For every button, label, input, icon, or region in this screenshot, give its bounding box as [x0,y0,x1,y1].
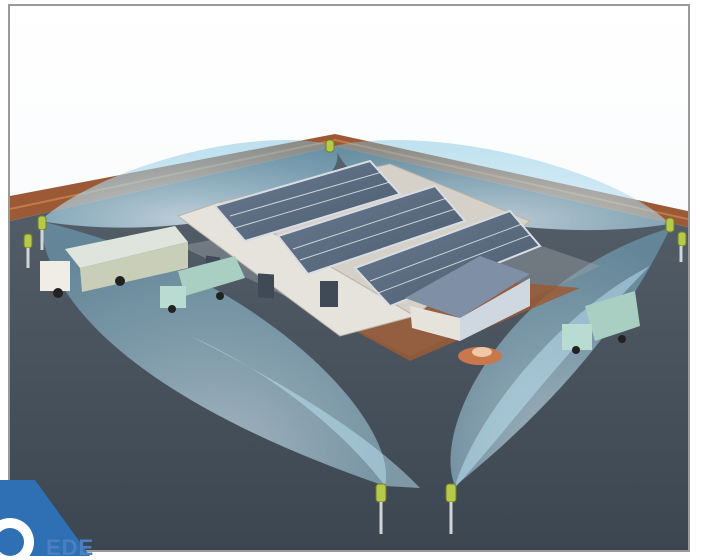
coverage-zone-top-right [335,140,670,231]
corner-logo-icon [0,480,90,556]
loading-door-3 [320,281,338,307]
truck-right [562,291,640,354]
car-orange [458,347,502,365]
coverage-zone-left [40,221,387,486]
loading-door-2 [258,273,274,299]
coverage-zone-bottom-left [190,336,420,488]
logo-text: EDE [46,535,95,560]
roof-section-1 [213,159,402,243]
truck-left-small [160,256,245,313]
illustration-frame [8,4,690,552]
camera-poles [23,139,687,503]
surveillance-scene [10,6,688,550]
office-front [410,306,460,341]
office-roof [405,256,530,318]
solar-panel-grid [229,171,531,294]
camera-posts [26,230,683,534]
office-side [460,278,530,341]
truck-left-large [40,226,188,298]
